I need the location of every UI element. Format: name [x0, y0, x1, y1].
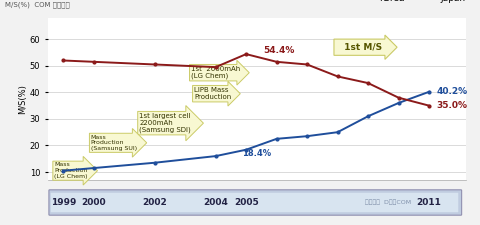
Text: 40.2%: 40.2% [437, 87, 468, 96]
Text: LIPB Mass
Production: LIPB Mass Production [194, 87, 231, 100]
Text: 1st largest cell
2200mAh
(Samsung SDI): 1st largest cell 2200mAh (Samsung SDI) [140, 113, 191, 133]
Text: Mass
Production
(LG Chem): Mass Production (LG Chem) [54, 162, 87, 179]
Text: Mass
Production
(Samsung SUI): Mass Production (Samsung SUI) [91, 135, 137, 151]
Text: 1st M/S: 1st M/S [337, 43, 388, 52]
Text: 2000: 2000 [82, 198, 106, 207]
Text: 1st  2600mAh
(LG Chem): 1st 2600mAh (LG Chem) [191, 66, 240, 79]
Text: 35.0%: 35.0% [437, 101, 468, 110]
Text: 2002: 2002 [142, 198, 167, 207]
Text: 54.4%: 54.4% [263, 46, 294, 55]
Text: 2005: 2005 [234, 198, 259, 207]
Y-axis label: M/S(%): M/S(%) [18, 84, 27, 114]
Text: 1999: 1999 [50, 198, 76, 207]
FancyBboxPatch shape [49, 190, 462, 215]
Text: 2011: 2011 [417, 198, 442, 207]
FancyBboxPatch shape [51, 193, 458, 212]
Text: M/S(%)  COM 第一电动: M/S(%) COM 第一电动 [5, 1, 70, 8]
Text: 2004: 2004 [203, 198, 228, 207]
Text: 第一电动  D第一COM: 第一电动 D第一COM [365, 200, 411, 205]
Legend: Korea, Japan: Korea, Japan [348, 0, 469, 6]
Text: 18.4%: 18.4% [241, 149, 271, 158]
